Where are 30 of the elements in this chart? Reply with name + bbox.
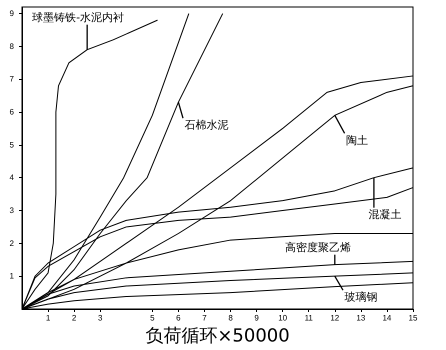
x-tick-label: 12 [330, 314, 340, 322]
x-tick-label: 13 [356, 314, 366, 322]
x-tick-label: 15 [408, 314, 418, 322]
x-tick-label: 6 [176, 314, 182, 322]
annotation: 高密度聚乙烯 [284, 241, 351, 254]
x-tick-label: 11 [304, 314, 314, 322]
x-axis-title: 负荷循环×50000 [145, 326, 290, 346]
annotation: 球墨铸铁-水泥内衬 [32, 11, 124, 24]
x-tick-label: 9 [254, 314, 260, 322]
annotation: 石棉水泥 [184, 118, 228, 132]
annotation: 混凝土 [368, 208, 402, 222]
y-tick-label: 4 [10, 173, 15, 182]
y-tick-label: 2 [10, 238, 15, 248]
x-tick-label: 7 [202, 314, 208, 322]
x-tick-label: 10 [278, 314, 288, 322]
y-tick-label: 7 [10, 74, 15, 84]
x-tick-label: 8 [228, 314, 234, 322]
x-tick-label: 2 [72, 314, 77, 322]
y-tick-label: 5 [10, 140, 15, 150]
annotation: 陶土 [346, 134, 368, 147]
x-tick-label: 5 [150, 314, 156, 322]
x-tick-label: 3 [98, 314, 103, 322]
x-tick-label: 14 [382, 314, 392, 322]
y-tick-label: 8 [10, 42, 15, 51]
annotation: 玻璃钢 [344, 290, 378, 304]
x-tick-label: 1 [46, 314, 51, 322]
y-tick-label: 6 [10, 108, 15, 117]
y-tick-label: 1 [10, 272, 15, 281]
y-tick-label: 9 [10, 9, 15, 18]
y-tick-label: 3 [10, 206, 15, 216]
